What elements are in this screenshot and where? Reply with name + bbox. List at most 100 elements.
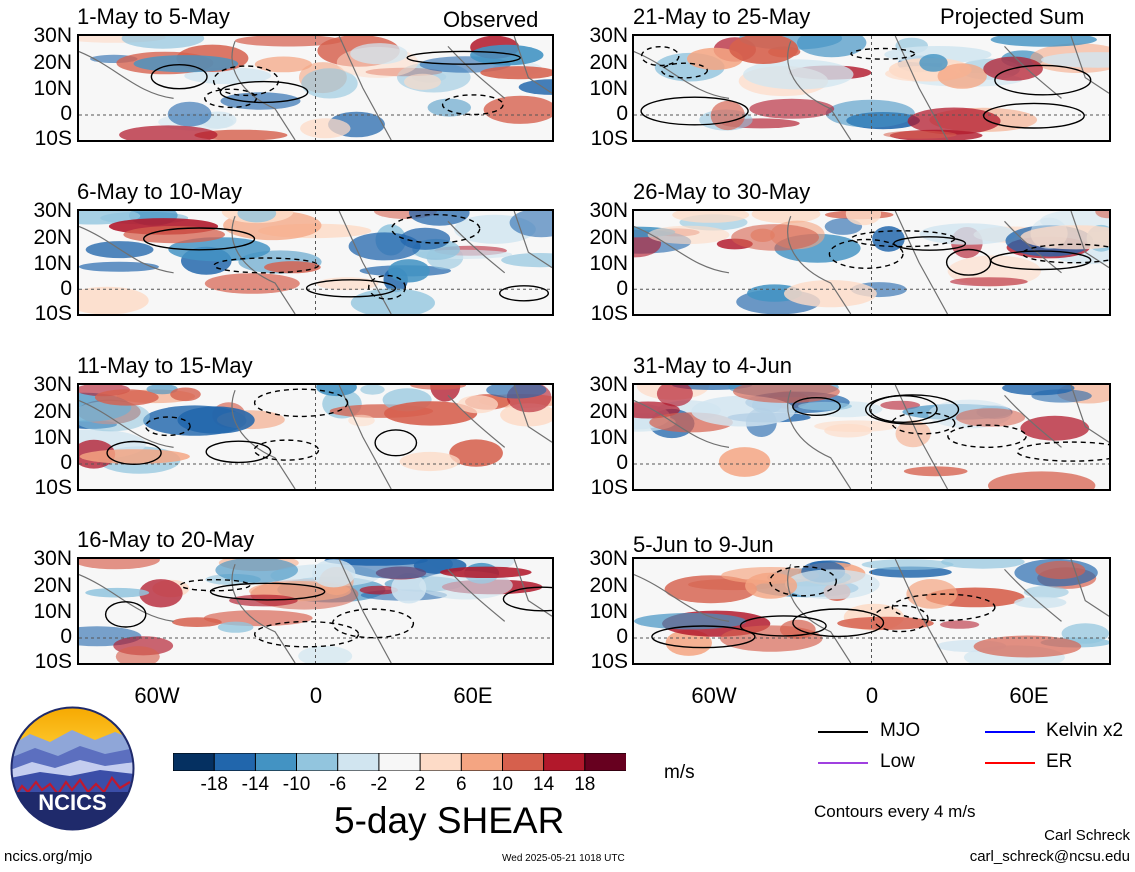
lon-label: 60E: [1009, 683, 1049, 708]
author-email[interactable]: carl_schreck@ncsu.edu: [969, 848, 1130, 865]
lat-label: 20N: [589, 400, 628, 423]
map-panel: [632, 557, 1111, 665]
lat-label: 0: [60, 625, 72, 648]
observed-header: Observed: [443, 7, 539, 32]
lat-label: 20N: [33, 400, 72, 423]
colorbar-swatch: [213, 752, 257, 772]
map-panel: [77, 557, 554, 665]
colorbar-units: m/s: [664, 762, 695, 783]
colorbar-swatch: [419, 752, 463, 772]
map-panel: [77, 34, 554, 142]
lat-label: 30N: [589, 547, 628, 570]
lat-label: 0: [616, 277, 628, 300]
lat-label: 10N: [33, 600, 72, 623]
colorbar-tick-label: -10: [282, 774, 311, 795]
panel-title: 21-May to 25-May: [633, 4, 811, 29]
legend-low: Low: [880, 751, 915, 772]
colorbar-swatch: [584, 752, 627, 772]
lat-label: 30N: [33, 24, 72, 47]
colorbar-tick-label: 2: [414, 774, 426, 795]
map-panel: [632, 209, 1111, 316]
projected-header: Projected Sum: [940, 4, 1085, 29]
lat-label: 30N: [33, 547, 72, 570]
lat-label: 10N: [589, 600, 628, 623]
lat-label: 10N: [589, 252, 628, 275]
lat-label: 30N: [589, 24, 628, 47]
lat-label: 10S: [34, 476, 72, 499]
lat-label: 20N: [33, 226, 72, 249]
map-panel: [77, 209, 554, 316]
logo-text: NCICS: [38, 790, 106, 815]
lat-label: 30N: [589, 199, 628, 222]
colorbar-tick-label: -18: [200, 774, 228, 795]
panel-title: 16-May to 20-May: [77, 527, 255, 552]
colorbar-tick-label: -14: [241, 774, 270, 795]
lat-label: 0: [60, 102, 72, 125]
low-line: [818, 762, 868, 764]
panel-title: 26-May to 30-May: [633, 179, 811, 204]
colorbar-swatch: [337, 752, 380, 772]
lat-label: 30N: [33, 373, 72, 396]
ncics-logo: NCICS: [10, 706, 135, 831]
lat-label: 10S: [590, 476, 628, 499]
panel-title: 11-May to 15-May: [77, 353, 253, 378]
lat-label: 10N: [589, 77, 628, 100]
lon-label: 0: [309, 683, 323, 708]
colorbar-tick-label: -6: [329, 774, 347, 795]
colorbar-tick-label: 10: [491, 774, 514, 795]
lon-label: 60W: [134, 683, 180, 708]
mjo-line: [818, 731, 868, 733]
colorbar-swatch: [172, 752, 216, 772]
lon-label: 60E: [453, 683, 493, 708]
er-line: [985, 762, 1035, 764]
colorbar-title: 5-day SHEAR: [334, 800, 565, 841]
panel-title: 6-May to 10-May: [77, 179, 243, 204]
lat-label: 10N: [33, 426, 72, 449]
kelvin-line: [985, 731, 1035, 733]
colorbar-swatch: [460, 752, 504, 772]
lat-label: 0: [60, 451, 72, 474]
timestamp: Wed 2025-05-21 1018 UTC: [502, 853, 625, 864]
legend-er: ER: [1046, 751, 1073, 772]
panel-title: 1-May to 5-May: [77, 4, 230, 29]
lat-label: 20N: [589, 574, 628, 597]
panel-title: 5-Jun to 9-Jun: [633, 532, 774, 557]
lat-label: 30N: [33, 199, 72, 222]
lat-label: 0: [616, 451, 628, 474]
author: Carl Schreck: [1044, 827, 1130, 844]
lat-label: 10N: [33, 77, 72, 100]
lat-label: 10S: [590, 650, 628, 673]
colorbar-tick-label: 14: [533, 774, 555, 795]
colorbar-swatch: [296, 752, 339, 772]
lat-label: 10S: [590, 127, 628, 150]
colorbar-tick-label: 18: [574, 774, 596, 795]
lat-label: 10N: [33, 252, 72, 275]
colorbar-swatch: [378, 752, 422, 772]
colorbar: [172, 752, 627, 772]
colorbar-swatch: [254, 752, 298, 772]
site-link[interactable]: ncics.org/mjo: [4, 848, 93, 865]
lat-label: 20N: [33, 574, 72, 597]
lat-label: 30N: [589, 373, 628, 396]
colorbar-tick-label: 6: [455, 774, 467, 795]
panel-title: 31-May to 4-Jun: [633, 353, 792, 378]
lat-label: 20N: [589, 226, 628, 249]
lat-label: 20N: [33, 51, 72, 74]
lat-label: 0: [616, 625, 628, 648]
map-panel: [632, 383, 1111, 491]
lat-label: 20N: [589, 51, 628, 74]
lat-label: 10S: [34, 127, 72, 150]
colorbar-swatch: [543, 752, 586, 772]
lat-label: 10S: [34, 650, 72, 673]
colorbar-swatch: [502, 752, 545, 772]
lat-label: 0: [616, 102, 628, 125]
legend-mjo: MJO: [880, 720, 921, 741]
contour-note: Contours every 4 m/s: [814, 802, 976, 821]
colorbar-tick-label: -2: [370, 774, 388, 795]
lat-label: 10S: [34, 302, 72, 325]
map-panel: [77, 383, 554, 491]
legend-kelvin: Kelvin x2: [1046, 720, 1124, 741]
map-panel: [632, 34, 1111, 142]
lon-label: 0: [865, 683, 879, 708]
lat-label: 10N: [589, 426, 628, 449]
